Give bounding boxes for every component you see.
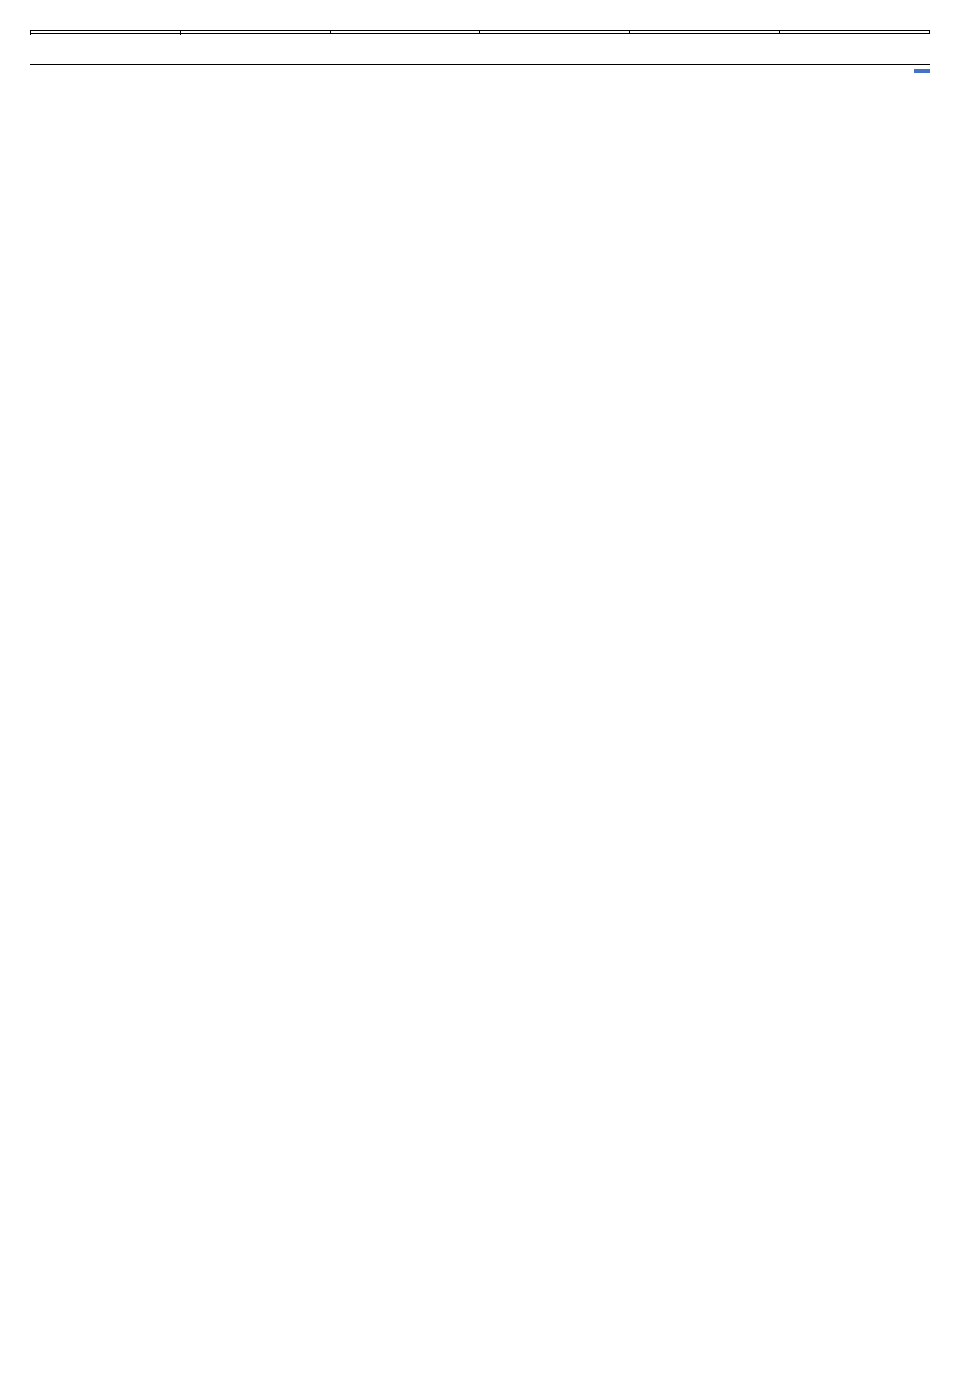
footer-page bbox=[914, 69, 930, 73]
col-olum bbox=[780, 31, 930, 34]
col-name bbox=[180, 31, 330, 34]
data-table bbox=[30, 30, 930, 34]
col-bosanma bbox=[630, 31, 780, 34]
col-evlenme bbox=[480, 31, 630, 34]
page-footer bbox=[30, 64, 930, 73]
col-dogum bbox=[330, 31, 480, 34]
col-idx bbox=[31, 31, 181, 34]
